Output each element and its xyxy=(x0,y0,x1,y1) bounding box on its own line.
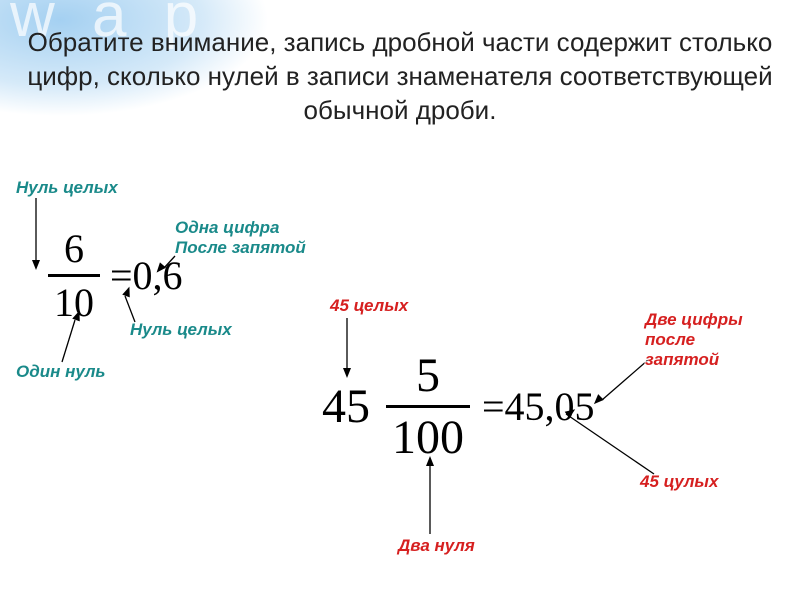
lbl2-dve-tsifry: Две цифры xyxy=(645,310,743,330)
lbl2-dva-nulya: Два нуля xyxy=(398,536,475,556)
lbl2-posle: после xyxy=(645,330,695,350)
lbl1-nul-tselyh-top: Нуль целых xyxy=(16,178,118,198)
arrowtip-icon xyxy=(343,368,351,378)
f2-numerator: 5 xyxy=(386,348,470,403)
lbl1-odin-nul: Один нуль xyxy=(16,362,106,382)
f1-fracline xyxy=(48,274,100,277)
formula-2: 45 5 100 =45,05 xyxy=(322,348,595,465)
heading-text: Обратите внимание, запись дробной части … xyxy=(10,26,790,127)
f2-fracline xyxy=(386,405,470,408)
lbl1-nul-tselyh-bottom: Нуль целых xyxy=(130,320,232,340)
f1-numerator: 6 xyxy=(48,225,100,272)
lbl2-zapyatoy: запятой xyxy=(645,350,719,370)
lbl2-45-tselyh: 45 целых xyxy=(330,296,408,316)
lbl1-posle-zapyatoy: После запятой xyxy=(175,238,306,258)
f2-decimal: =45,05 xyxy=(482,383,595,430)
lbl2-45-tsulyh: 45 цулых xyxy=(640,472,718,492)
lbl1-odna-tsifra: Одна цифра xyxy=(175,218,279,238)
arrowtip-icon xyxy=(32,260,40,270)
formula-1: 6 10 =0,6 xyxy=(48,225,183,326)
f2-whole: 45 xyxy=(322,379,370,434)
f1-decimal: =0,6 xyxy=(110,252,183,299)
arrowtip-icon xyxy=(426,456,434,466)
